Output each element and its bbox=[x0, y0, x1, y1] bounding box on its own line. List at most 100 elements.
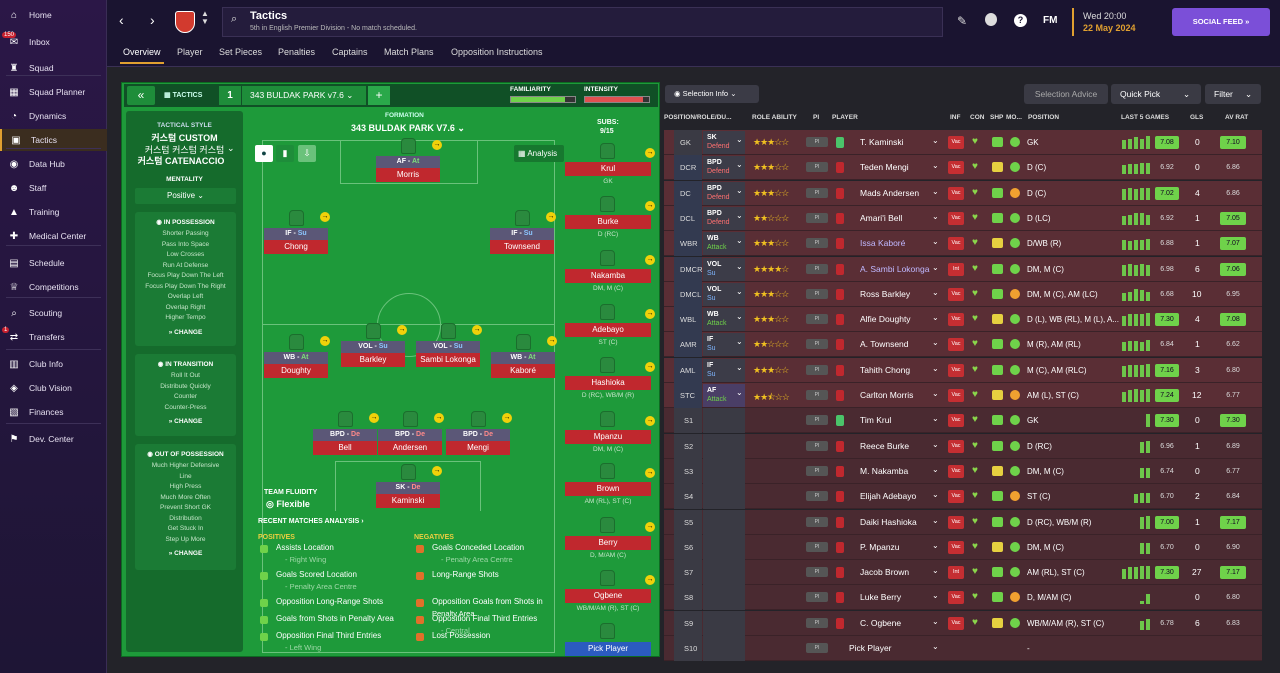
table-row[interactable]: DCL BPD Defend ⌄ ★★☆☆☆ PI Amari'i Bell ⌄ Vac ♥ D (… bbox=[664, 205, 1262, 231]
chevron-down-icon[interactable]: ⌄ bbox=[932, 363, 939, 373]
player-name[interactable]: Tim Krul bbox=[860, 415, 892, 426]
player-name-bar[interactable]: Doughty bbox=[264, 364, 328, 378]
table-row[interactable]: S6 PI P. Mpanzu ⌄ Vac ♥ DM, M (C) 6.70 0 6.90 bbox=[664, 534, 1262, 560]
selection-advice-button[interactable]: Selection Advice bbox=[1024, 84, 1108, 104]
player-name[interactable]: Carlton Morris bbox=[860, 390, 914, 400]
role-duty-select[interactable]: BPD Defend ⌄ bbox=[703, 206, 745, 230]
table-row[interactable]: AML IF Su ⌄ ★★★☆☆ PI Tahith Chong ⌄ Vac ♥ M (C), A… bbox=[664, 357, 1262, 383]
sub-name[interactable]: Berry bbox=[565, 536, 651, 550]
sub-player[interactable]: Berry D, M/AM (C) bbox=[565, 536, 651, 559]
sub-player[interactable]: Brown AM (RL), ST (C) bbox=[565, 482, 651, 505]
table-row[interactable]: S1 PI Tim Krul ⌄ Vac ♥ GK 7.30 0 7.30 bbox=[664, 408, 1262, 434]
role-duty-select[interactable]: SK Defend ⌄ bbox=[703, 131, 745, 154]
sidebar-item-finances[interactable]: ▧ Finances bbox=[0, 401, 107, 423]
club-switch-icon[interactable]: ▲ ▼ bbox=[201, 9, 209, 26]
player-instructions-icon[interactable]: PI bbox=[806, 390, 828, 400]
chevron-down-icon[interactable]: ⌄ bbox=[932, 490, 939, 500]
analysis-item[interactable]: Long-Range Shots bbox=[432, 570, 499, 579]
tab-match-plans[interactable]: Match Plans bbox=[384, 47, 434, 57]
slot-cell[interactable] bbox=[674, 458, 702, 484]
sub-name[interactable]: Brown bbox=[565, 482, 651, 496]
player-role[interactable]: WB - At bbox=[491, 352, 555, 364]
pitch-player-mengi[interactable]: BPD - De Mengi bbox=[446, 429, 510, 459]
instruction-arrow-icon[interactable]: → bbox=[397, 325, 407, 335]
instruction-arrow-icon[interactable]: → bbox=[645, 522, 655, 532]
sidebar-item-training[interactable]: ▲ Training bbox=[0, 201, 107, 223]
pitch-player-morris[interactable]: AF - At Morris bbox=[376, 156, 440, 186]
analysis-item[interactable]: Opposition Goals from Shots in bbox=[432, 597, 543, 606]
sidebar-item-home[interactable]: ⌂ Home bbox=[0, 4, 107, 26]
tab-penalties[interactable]: Penalties bbox=[278, 47, 316, 57]
player-role[interactable]: BPD - De bbox=[446, 429, 510, 441]
role-duty-select[interactable]: BPD Defend ⌄ bbox=[703, 181, 745, 205]
recent-matches-analysis-link[interactable]: RECENT MATCHES ANALYSIS › bbox=[258, 518, 364, 525]
pitch-player-andersen[interactable]: BPD - De Andersen bbox=[378, 429, 442, 459]
slot-cell[interactable] bbox=[674, 155, 702, 181]
slot-cell[interactable] bbox=[674, 433, 702, 459]
pitch-tool-player-button[interactable]: ● bbox=[255, 145, 273, 162]
sidebar-item-dynamics[interactable]: ◔ Dynamics bbox=[0, 105, 107, 127]
table-row[interactable]: S2 PI Reece Burke ⌄ Vac ♥ D (RC) 6.96 1 6.89 bbox=[664, 433, 1262, 459]
sidebar-item-tactics[interactable]: ▣ Tactics bbox=[0, 129, 107, 151]
add-tactic-button[interactable]: + bbox=[368, 86, 390, 105]
player-role[interactable]: IF - Su bbox=[264, 228, 328, 240]
chevron-down-icon[interactable]: ⌄ bbox=[932, 464, 939, 474]
pitch-player-kabor-[interactable]: WB - At Kaboré bbox=[491, 352, 555, 382]
fm-menu-button[interactable]: FM bbox=[1043, 15, 1058, 26]
chevron-down-icon[interactable]: ⌄ bbox=[932, 161, 939, 171]
table-row[interactable]: S8 PI Luke Berry ⌄ Vac ♥ D, M/AM (C) 0 6.80 bbox=[664, 585, 1262, 611]
sidebar-item-schedule[interactable]: ▤ Schedule bbox=[0, 252, 107, 274]
tactic-slot[interactable]: 1 bbox=[219, 86, 241, 105]
col-last-5-games[interactable]: LAST 5 GAMES bbox=[1121, 114, 1170, 121]
player-role[interactable]: VOL - Su bbox=[416, 341, 480, 353]
player-instructions-icon[interactable]: PI bbox=[806, 592, 828, 603]
sub-player[interactable]: Adebayo ST (C) bbox=[565, 323, 651, 346]
instruction-arrow-icon[interactable]: → bbox=[645, 362, 655, 372]
search-box[interactable] bbox=[222, 7, 943, 37]
style-chevron-icon[interactable]: ⌄ bbox=[227, 143, 235, 153]
chevron-down-icon[interactable]: ⌄ bbox=[932, 414, 939, 424]
player-role[interactable]: IF - Su bbox=[490, 228, 554, 240]
role-duty-select[interactable]: VOL Su ⌄ bbox=[703, 257, 745, 281]
col-role-ability[interactable]: ROLE ABILITY bbox=[752, 114, 797, 121]
player-name-bar[interactable]: Chong bbox=[264, 240, 328, 254]
col-pi[interactable]: PI bbox=[813, 114, 820, 121]
chevron-down-icon[interactable]: ⌄ bbox=[932, 211, 939, 221]
player-name-bar[interactable]: Sambi Lokonga bbox=[416, 353, 480, 367]
player-role[interactable]: SK - De bbox=[376, 482, 440, 494]
analysis-item[interactable]: Goals from Shots in Penalty Area bbox=[276, 614, 394, 623]
back-button[interactable]: ‹ bbox=[119, 12, 124, 28]
instruction-arrow-icon[interactable]: → bbox=[502, 413, 512, 423]
slot-cell[interactable] bbox=[674, 307, 702, 333]
instruction-arrow-icon[interactable]: → bbox=[547, 336, 557, 346]
player-instructions-icon[interactable]: PI bbox=[806, 364, 828, 375]
col-position-role[interactable]: POSITION/ROLE/DU... bbox=[664, 114, 732, 121]
instruction-arrow-icon[interactable]: → bbox=[434, 413, 444, 423]
role-duty-select[interactable]: IF Su ⌄ bbox=[703, 333, 745, 357]
chevron-down-icon[interactable]: ⌄ bbox=[932, 515, 939, 525]
instruction-arrow-icon[interactable]: → bbox=[472, 325, 482, 335]
player-instructions-icon[interactable]: PI bbox=[806, 465, 828, 476]
instruction-arrow-icon[interactable]: → bbox=[320, 336, 330, 346]
tab-opposition-instructions[interactable]: Opposition Instructions bbox=[451, 47, 543, 57]
sub-player[interactable]: Krul GK bbox=[565, 162, 651, 185]
chevron-down-icon[interactable]: ⌄ bbox=[932, 642, 939, 651]
tab-overview[interactable]: Overview bbox=[120, 47, 163, 64]
collapse-button[interactable]: « bbox=[127, 86, 155, 105]
player-instructions-icon[interactable]: PI bbox=[806, 516, 828, 527]
chevron-down-icon[interactable]: ⌄ bbox=[932, 136, 939, 145]
instruction-arrow-icon[interactable]: → bbox=[645, 309, 655, 319]
chevron-down-icon[interactable]: ⌄ bbox=[932, 338, 939, 348]
player-name-bar[interactable]: Kaboré bbox=[491, 364, 555, 378]
table-row[interactable]: WBR WB Attack ⌄ ★★★☆☆ PI Issa Kaboré ⌄ Vac ♥ D/WB … bbox=[664, 231, 1262, 257]
analysis-item[interactable]: Lost Possession bbox=[432, 631, 491, 640]
help-icon[interactable]: ? bbox=[1014, 14, 1027, 27]
sidebar-item-inbox[interactable]: ✉ 150 Inbox bbox=[0, 31, 107, 53]
col-con[interactable]: CON bbox=[970, 114, 985, 121]
sub-player[interactable]: Mpanzu DM, M (C) bbox=[565, 430, 651, 453]
slot-cell[interactable] bbox=[674, 636, 702, 661]
table-row[interactable]: AMR IF Su ⌄ ★★☆☆☆ PI A. Townsend ⌄ Vac ♥ M (R), AM… bbox=[664, 332, 1262, 358]
table-row[interactable]: DC BPD Defend ⌄ ★★★☆☆ PI Mads Andersen ⌄ Vac ♥ D (… bbox=[664, 180, 1262, 206]
pitch-player-sambi-lokonga[interactable]: VOL - Su Sambi Lokonga bbox=[416, 341, 480, 371]
player-name-bar[interactable]: Kaminski bbox=[376, 494, 440, 508]
